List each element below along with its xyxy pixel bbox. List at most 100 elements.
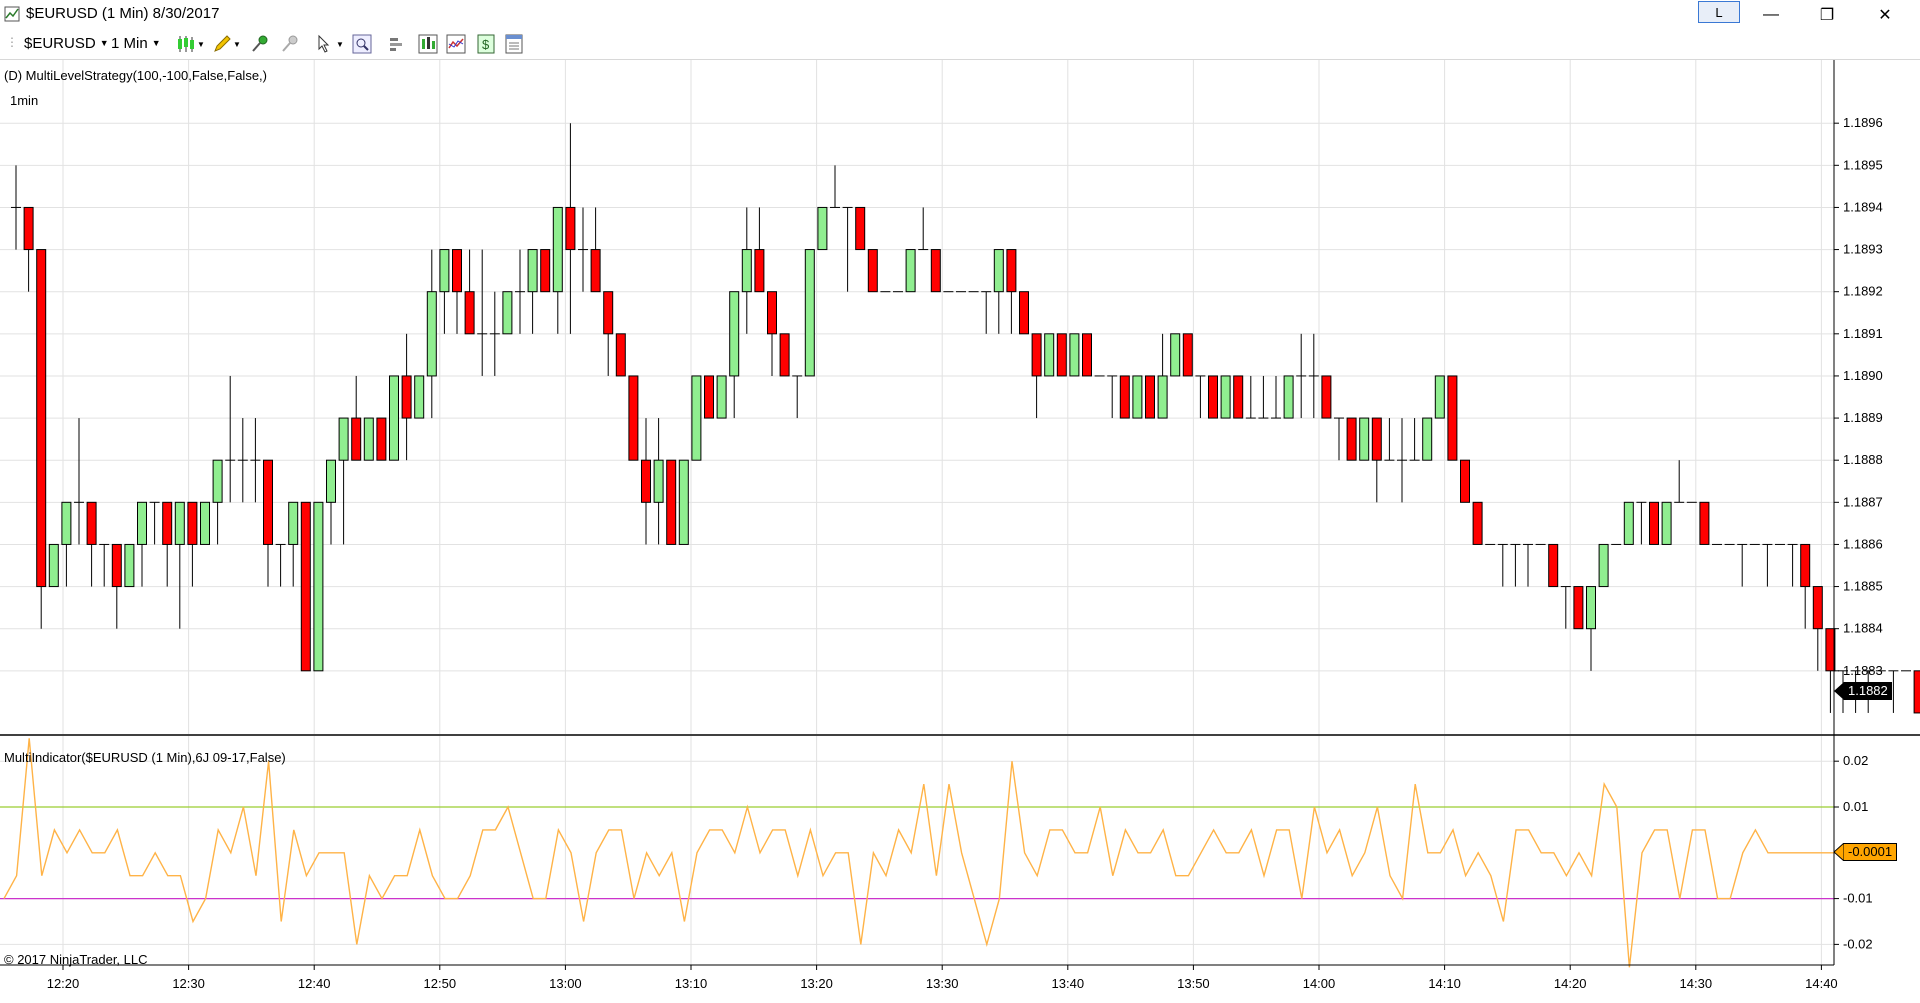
candle-down [1346,417,1357,461]
instrument-label: $EURUSD [24,34,96,52]
candle-up [1283,375,1294,419]
candle-up [1220,375,1231,419]
candle-up [288,501,299,545]
candle-up [1661,501,1672,545]
price-tick-label: 1.1888 [1843,452,1883,467]
pointer-icon[interactable]: ▼ [316,34,344,54]
candle-down [867,249,878,293]
candle-down [464,291,475,335]
candle-down [1321,375,1332,419]
time-tick-label: 12:40 [298,976,331,991]
interval-text: 1min [10,93,39,108]
price-tick-label: 1.1885 [1843,579,1883,594]
candle-down [1031,333,1042,377]
candle-up [678,459,689,545]
candle-up [414,375,425,419]
indicator-tick-label: -0.01 [1843,891,1873,906]
chart-axes: 12:20 12:30 12:40 12:50 13:00 13:10 13:20 13:30… [0,60,1920,991]
candle-up [1359,417,1370,461]
candle-up [1157,375,1168,419]
price-tick-label: 1.1890 [1843,368,1883,383]
marker-arrow-icon [1834,682,1844,700]
candle-up [1623,501,1634,545]
chevron-down-icon: ▼ [151,38,161,48]
candle-up [313,501,324,672]
pin-icon[interactable] [250,34,270,54]
candle-down [1913,670,1920,714]
maximize-button[interactable]: ❐ [1819,6,1835,24]
interval-label: 1 Min [111,34,148,52]
candle-down [1825,628,1836,672]
chart-canvas[interactable]: 12:20 12:30 12:40 12:50 13:00 13:10 13:20 13:30… [0,60,1920,1003]
candle-down [351,417,362,461]
indicator-tick-label: 0.02 [1843,753,1868,768]
strategy-icon[interactable]: $ [476,34,496,54]
candle-down [376,417,387,461]
candle-down [540,249,551,293]
time-tick-label: 14:00 [1303,976,1336,991]
candle-down [565,206,576,251]
candle-down [615,333,626,377]
price-tick-label: 1.1892 [1843,284,1883,299]
chevron-down-icon: ▼ [99,38,109,48]
candle-down [1573,586,1584,630]
candle-down [1371,417,1382,461]
properties-icon[interactable] [504,34,524,54]
candle-down [1208,375,1218,419]
current-indicator-label: -0.0001 [1844,843,1898,861]
svg-text:$: $ [482,37,490,52]
zoom-icon[interactable] [352,34,372,54]
candle-down [300,501,311,672]
price-tick-label: 1.1895 [1843,157,1883,172]
candle-down [641,459,651,503]
candle-down [767,291,777,335]
candle-up [61,501,72,545]
time-tick-label: 13:50 [1177,976,1210,991]
candle-up [212,459,223,503]
candle-up [326,459,336,503]
close-button[interactable]: ✕ [1878,6,1892,24]
price-tick-label: 1.1891 [1843,326,1883,341]
candle-up [338,417,349,461]
candle-up [1132,375,1143,419]
indicator-tick-label: 0.01 [1843,799,1868,814]
candle-down [666,459,677,545]
time-tick-label: 14:40 [1805,976,1838,991]
candle-up [363,417,374,461]
chart-toolbar: ⋮ $EURUSD ▼ 1 Min ▼ ▼ ▼ ▼ $ [0,29,1920,60]
candle-up [741,249,752,293]
candle-up [48,543,59,588]
chart-grid [0,60,1834,965]
candle-up [1598,543,1609,588]
time-tick-label: 14:20 [1554,976,1587,991]
chart-area[interactable]: 12:20 12:30 12:40 12:50 13:00 13:10 13:20 13:30… [0,60,1920,1003]
candle-down [401,375,412,419]
candle-down [1800,543,1811,588]
instrument-selector[interactable]: $EURUSD ▼ [24,33,109,53]
link-button[interactable]: L [1698,1,1740,23]
candle-up [729,291,740,377]
candlestick-icon[interactable]: ▼ [176,34,204,54]
candle-down [1145,375,1155,419]
candle-up [389,375,399,461]
copyright-text: © 2017 NinjaTrader, LLC [4,952,148,967]
indicator-icon[interactable] [446,34,466,54]
minimize-button[interactable]: — [1763,5,1779,23]
candle-up [426,291,437,377]
candle-up [1170,333,1181,377]
time-tick-label: 12:20 [47,976,80,991]
candle-up [993,249,1004,293]
candle-down [1119,375,1130,419]
candle-down [1472,501,1483,545]
price-candles [11,123,1920,714]
bar-spacing-icon[interactable] [388,34,408,54]
candle-up [439,249,450,293]
interval-selector[interactable]: 1 Min ▼ [111,33,161,53]
candle-down [111,543,122,588]
candle-down [36,249,47,588]
candle-down [1082,333,1092,377]
pin-disabled-icon[interactable] [280,34,300,54]
candle-up [1069,333,1080,377]
pencil-icon[interactable]: ▼ [212,34,240,54]
chart-style-icon[interactable] [418,34,438,54]
